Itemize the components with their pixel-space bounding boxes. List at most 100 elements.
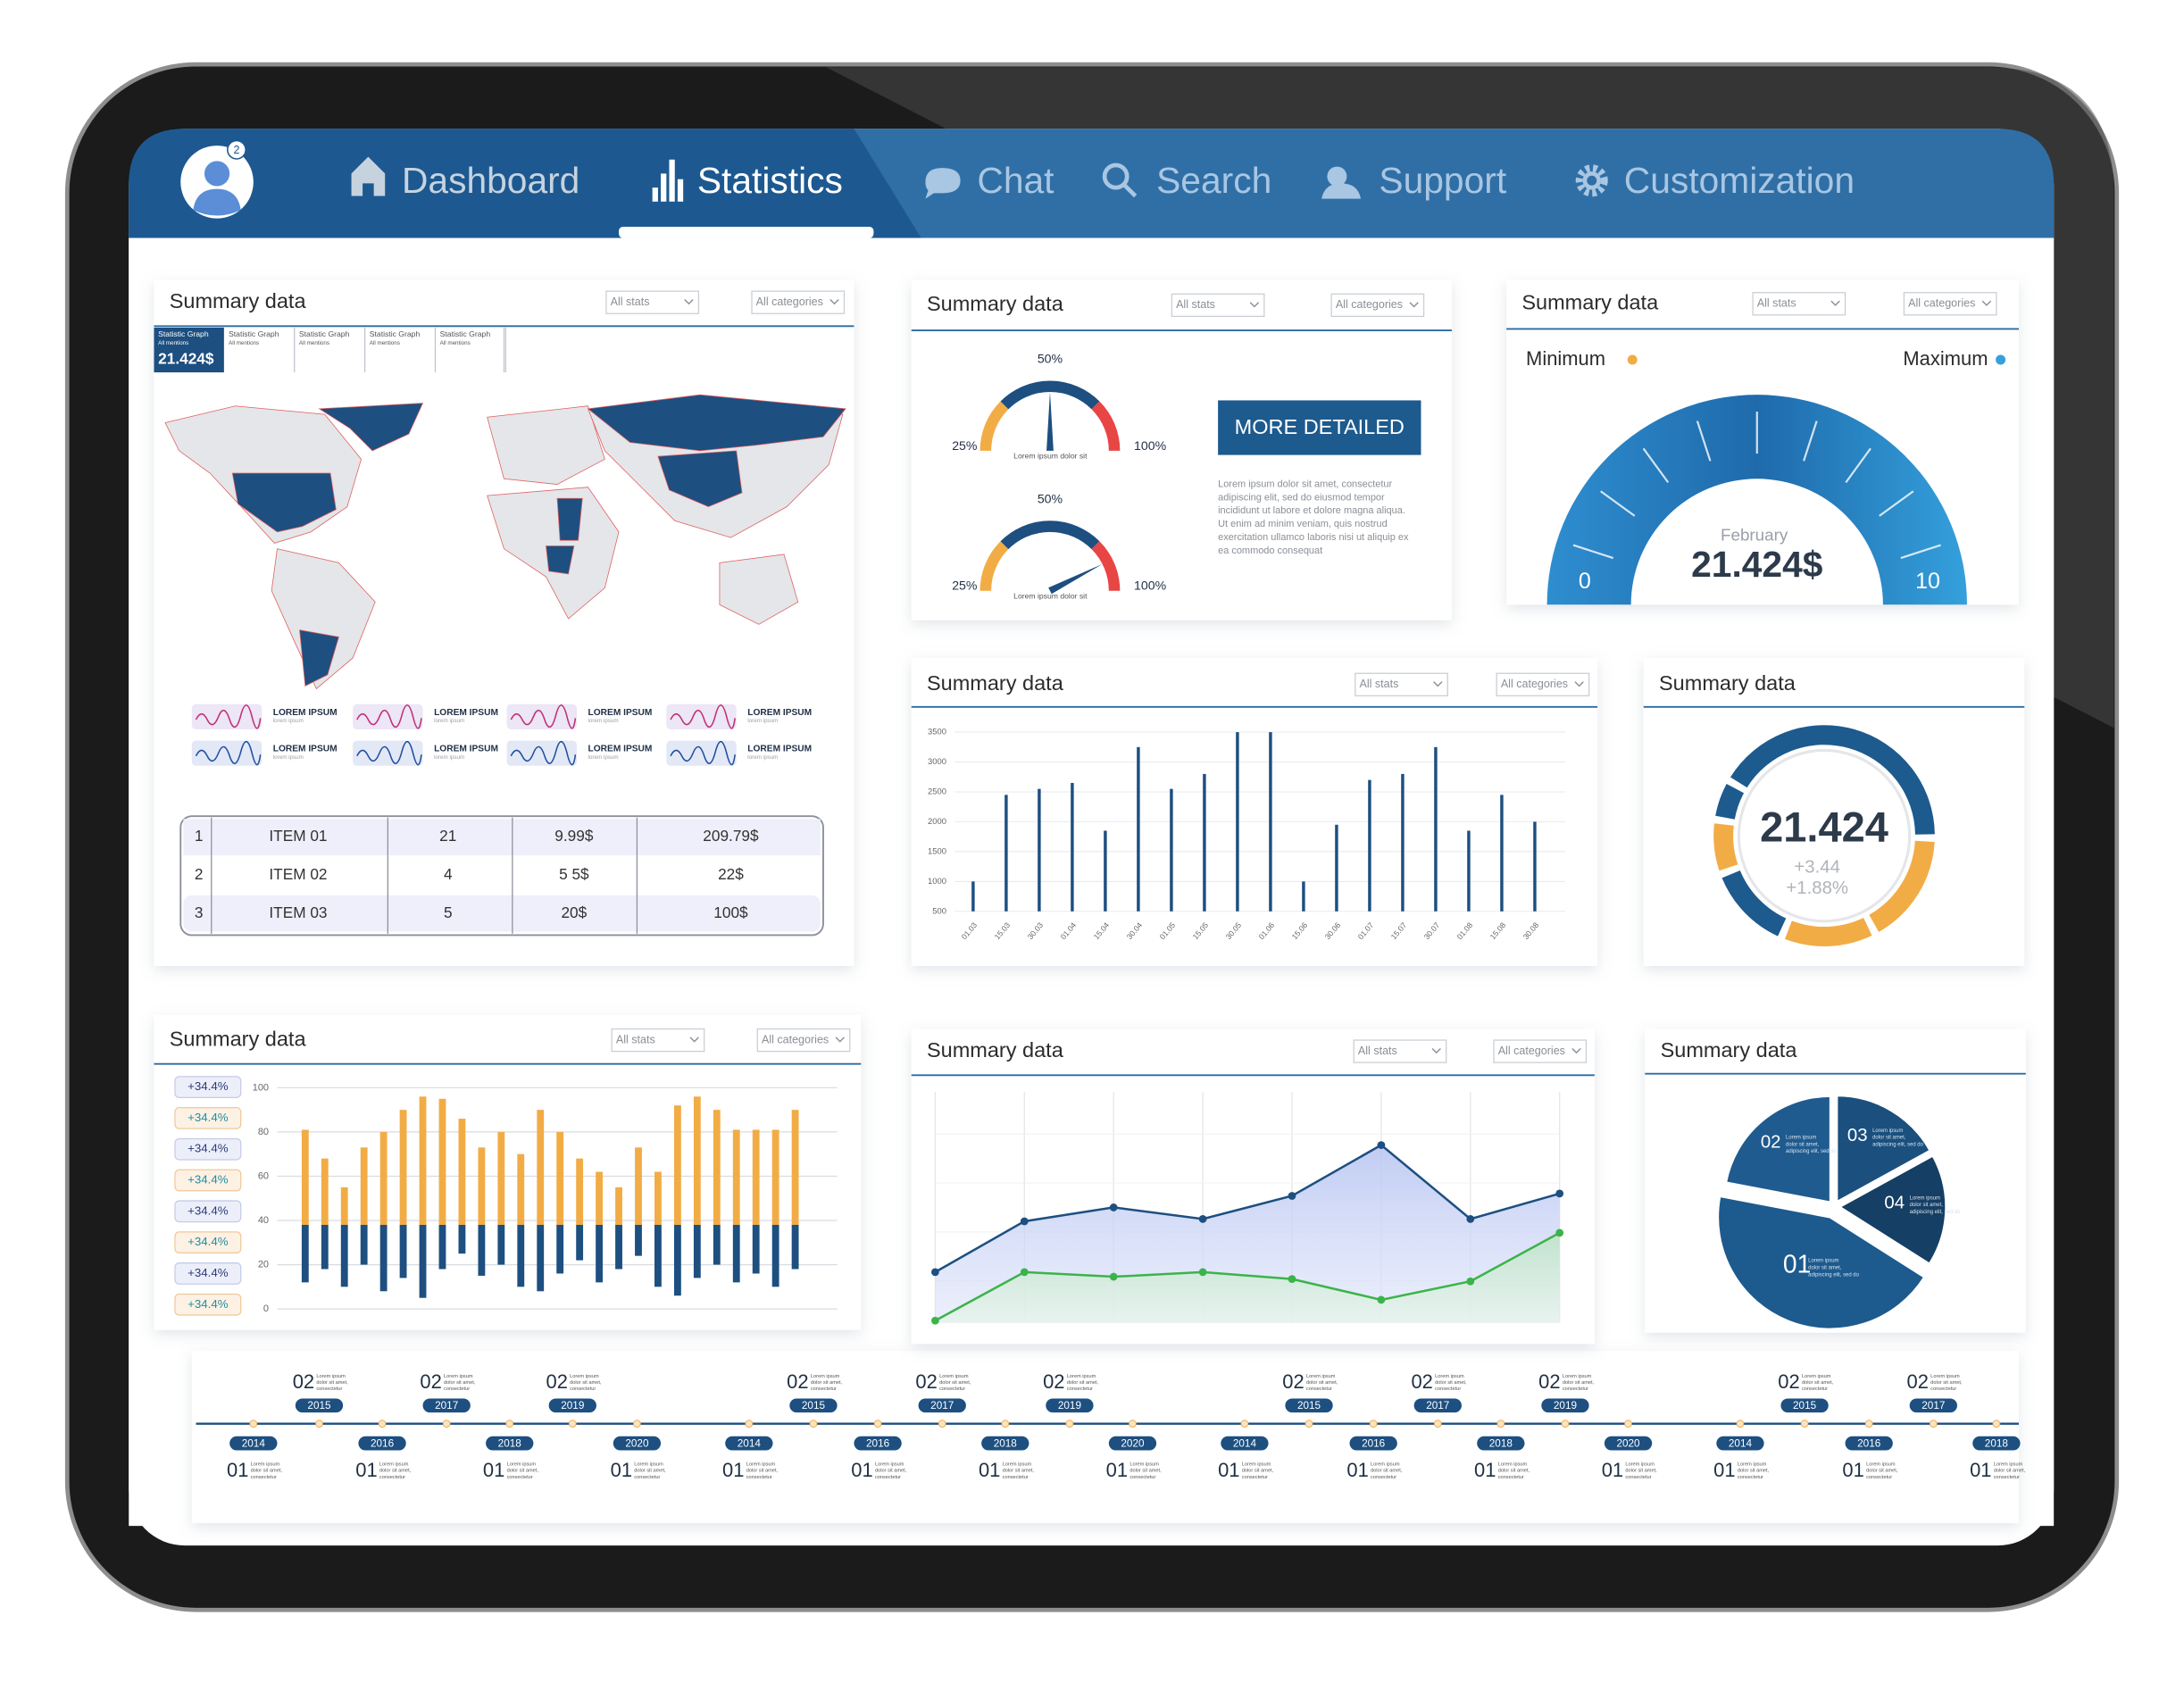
point bbox=[1288, 1275, 1296, 1284]
sparkline bbox=[670, 704, 736, 729]
milestone-caption: dolor sit amet, bbox=[507, 1469, 539, 1474]
dropdown[interactable] bbox=[1493, 1039, 1588, 1063]
bar bbox=[458, 1224, 466, 1254]
active-tab-indicator bbox=[619, 227, 874, 238]
nav-item[interactable]: Chat bbox=[977, 160, 1054, 201]
milestone-caption: consectetur bbox=[1802, 1386, 1828, 1392]
dropdown-chevron bbox=[689, 1037, 699, 1043]
milestone-caption: dolor sit amet, bbox=[1563, 1380, 1595, 1386]
change-badge bbox=[174, 1231, 242, 1254]
pie-caption: adipiscing elit, sed do bbox=[1872, 1142, 1923, 1147]
table-cell: 4 bbox=[444, 865, 453, 883]
milestone-caption: dolor sit amet, bbox=[1130, 1469, 1162, 1474]
dropdown[interactable] bbox=[1330, 293, 1425, 318]
dropdown-chevron bbox=[829, 299, 839, 305]
year-label: 2018 bbox=[994, 1438, 1018, 1450]
sparkline-sub: lorem ipsum bbox=[434, 754, 464, 761]
bar bbox=[419, 1224, 427, 1298]
panel-title: Summary data bbox=[1661, 1038, 1798, 1062]
sparkline-label: LOREM IPSUM bbox=[747, 708, 812, 718]
year-pill bbox=[422, 1398, 471, 1413]
bar bbox=[732, 1129, 740, 1225]
table-row-bg bbox=[183, 819, 821, 856]
pie-caption: adipiscing elit, sed do bbox=[1910, 1210, 1961, 1215]
timeline-node bbox=[1129, 1420, 1137, 1428]
milestone-caption: consectetur bbox=[634, 1475, 660, 1480]
map-region bbox=[546, 545, 575, 575]
dropdown[interactable] bbox=[1496, 672, 1590, 696]
icon-gear bbox=[1582, 171, 1601, 190]
change-label: +34.4% bbox=[188, 1203, 229, 1217]
point bbox=[930, 1316, 939, 1325]
year-pill bbox=[613, 1436, 662, 1451]
paragraph-line: ea commodo consequat bbox=[1218, 545, 1322, 556]
dropdown[interactable] bbox=[1171, 293, 1265, 318]
nav-item[interactable]: Customization bbox=[1624, 160, 1855, 201]
button-label: MORE DETAILED bbox=[1235, 415, 1405, 438]
sparkline-sub: lorem ipsum bbox=[747, 754, 778, 761]
year-label: 2014 bbox=[1233, 1438, 1257, 1450]
milestone-caption: consectetur bbox=[444, 1386, 470, 1392]
year-pill bbox=[486, 1436, 534, 1451]
milestone-number: 01 bbox=[1602, 1459, 1623, 1481]
gauge-needle bbox=[1048, 563, 1103, 595]
dropdown[interactable] bbox=[751, 290, 846, 314]
table-cell: 9.99$ bbox=[554, 827, 594, 845]
dropdown[interactable] bbox=[1752, 292, 1846, 316]
pie-caption: dolor sit amet, bbox=[1910, 1203, 1944, 1208]
paragraph-line: exercitation ullamco laboris nisi ut ali… bbox=[1218, 532, 1409, 543]
avatar-head bbox=[204, 161, 230, 187]
year-pill bbox=[1604, 1436, 1653, 1451]
bar bbox=[576, 1224, 584, 1261]
donut-delta: +3.44 bbox=[1794, 858, 1840, 878]
dropdown[interactable] bbox=[1355, 672, 1448, 696]
timeline-node bbox=[1624, 1420, 1632, 1428]
milestone-number: 01 bbox=[483, 1459, 504, 1481]
bar bbox=[1500, 795, 1504, 912]
year-pill bbox=[1413, 1398, 1462, 1413]
milestone-caption: consectetur bbox=[1994, 1475, 2020, 1480]
timeline-node bbox=[745, 1420, 754, 1428]
dropdown[interactable] bbox=[756, 1028, 851, 1053]
bar bbox=[752, 1129, 760, 1225]
y-tick-label: 1000 bbox=[928, 876, 946, 886]
nav-item[interactable]: Search bbox=[1156, 160, 1271, 201]
dropdown-chevron bbox=[1249, 302, 1260, 308]
milestone-number: 02 bbox=[1043, 1370, 1064, 1393]
dropdown[interactable] bbox=[1353, 1039, 1447, 1063]
bar bbox=[654, 1224, 662, 1287]
dropdown[interactable] bbox=[611, 1028, 705, 1053]
pie-label: 02 bbox=[1761, 1133, 1781, 1153]
milestone-caption: dolor sit amet, bbox=[1625, 1469, 1657, 1474]
bar bbox=[478, 1224, 486, 1276]
nav-item[interactable]: Statistics bbox=[697, 160, 843, 201]
dropdown[interactable] bbox=[605, 290, 700, 314]
paragraph-line: incididunt ut labore et dolore magna ali… bbox=[1218, 505, 1405, 516]
bar bbox=[1004, 795, 1008, 912]
sparkline-sub: lorem ipsum bbox=[588, 754, 619, 761]
gauge-arc bbox=[1091, 401, 1121, 452]
table-cell: ITEM 01 bbox=[269, 827, 327, 845]
sparkline-sub: lorem ipsum bbox=[273, 718, 304, 724]
tab-sub: All mentions bbox=[440, 340, 471, 346]
milestone-caption: Lorem ipsum bbox=[570, 1374, 599, 1379]
year-pill bbox=[981, 1436, 1029, 1451]
sparkline-label: LOREM IPSUM bbox=[588, 708, 653, 718]
year-pill bbox=[789, 1398, 838, 1413]
table-cell: 100$ bbox=[713, 903, 748, 921]
table-cell: 21 bbox=[439, 827, 456, 845]
milestone-caption: dolor sit amet, bbox=[570, 1380, 602, 1386]
button[interactable] bbox=[1218, 400, 1421, 455]
bar bbox=[1071, 782, 1074, 912]
nav-item[interactable]: Dashboard bbox=[402, 160, 579, 201]
map-region bbox=[318, 403, 424, 452]
range-tick bbox=[1696, 420, 1712, 462]
dropdown[interactable] bbox=[1903, 292, 1997, 316]
panel bbox=[1643, 657, 2025, 966]
dashboard: 2 Dashboard Statistics Chat Search Support Cus… bbox=[154, 139, 2026, 1524]
milestone-caption: dolor sit amet, bbox=[251, 1469, 283, 1474]
nav-item[interactable]: Support bbox=[1379, 160, 1506, 201]
year-label: 2017 bbox=[930, 1400, 954, 1411]
map-region bbox=[587, 394, 846, 452]
table-cell: ITEM 03 bbox=[269, 903, 327, 921]
